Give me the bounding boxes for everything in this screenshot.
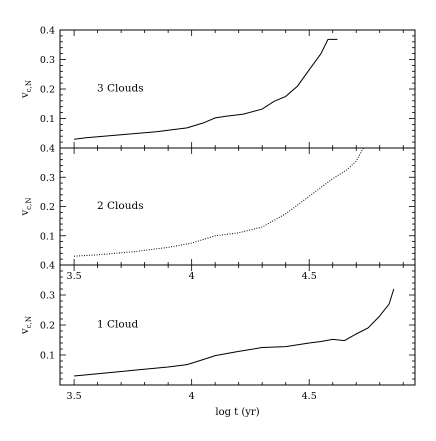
x-tick-label: 4: [189, 391, 195, 402]
y-tick-label: 0.1: [40, 114, 55, 125]
x-tick-label: 4.5: [302, 391, 317, 402]
x-axis-title: log t (yr): [215, 407, 259, 418]
y-tick-label: 0.2: [40, 321, 55, 332]
y-tick-label: 0.3: [40, 55, 55, 66]
y-tick-label: 0.1: [40, 231, 55, 242]
y-tick-label: 0.4: [40, 261, 55, 272]
panel-3: 0.1 0.2 0.3 0.4 3.5 4 4.5 vc,N 1 Cloud log t (yr): [20, 261, 416, 418]
panel-2: 0.1 0.2 0.3 0.4 3.5 4 4.5 vc,N 2 Clouds: [20, 144, 416, 282]
y-tick-label: 0.3: [40, 291, 55, 302]
y-tick-label: 0.4: [40, 26, 55, 37]
y-axis-title: vc,N: [20, 80, 33, 99]
series-line-1: [74, 38, 338, 140]
y-tick-label: 0.2: [40, 202, 55, 213]
y-tick-label: 0.1: [40, 351, 55, 362]
y-tick-label: 0.3: [40, 173, 55, 184]
x-tick-label: 4.5: [302, 271, 317, 282]
x-tick-label: 4: [189, 271, 195, 282]
x-tick-label: 3.5: [67, 271, 82, 282]
y-axis-title: vc,N: [20, 316, 33, 335]
panel-annotation: 3 Clouds: [97, 82, 144, 94]
y-axis-title: vc,N: [20, 198, 33, 217]
series-line-1: [74, 147, 364, 257]
series-line-1: [74, 288, 395, 377]
panel-1: 0.1 0.2 0.3 0.4 vc,N 3 Clouds: [20, 26, 416, 149]
x-tick-label: 3.5: [67, 391, 82, 402]
y-tick-label: 0.2: [40, 85, 55, 96]
panel-annotation: 1 Cloud: [97, 318, 138, 330]
panels-group: 0.1 0.2 0.3 0.4 vc,N 3 Clouds 0.1 0.2 0.3 0.4 3.5 4…: [20, 26, 416, 418]
y-tick-label: 0.4: [40, 144, 55, 155]
panel-annotation: 2 Clouds: [97, 200, 144, 212]
